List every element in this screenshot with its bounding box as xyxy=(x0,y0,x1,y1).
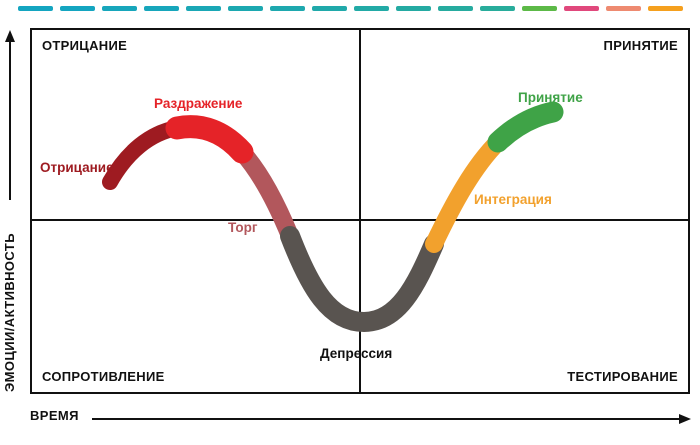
y-axis-arrow-icon xyxy=(5,30,15,200)
stage-label-anger: Раздражение xyxy=(154,96,243,111)
strip-dash xyxy=(563,6,599,11)
stage-label-bargaining: Торг xyxy=(228,220,258,235)
x-axis-label: ВРЕМЯ xyxy=(30,408,79,423)
stage-label-depression: Депрессия xyxy=(320,346,393,361)
strip-dash xyxy=(605,6,641,11)
change-curve xyxy=(102,101,564,333)
x-axis-arrow-icon xyxy=(92,414,691,424)
strip-dash xyxy=(647,6,683,11)
strip-dash xyxy=(311,6,347,11)
chart-frame: ОТРИЦАНИЕ ПРИНЯТИЕ СОПРОТИВЛЕНИЕ ТЕСТИРО… xyxy=(30,28,690,394)
y-axis-label: ЭМОЦИИ/АКТИВНОСТЬ xyxy=(2,233,17,392)
stage-label-integration: Интеграция xyxy=(474,192,552,207)
quadrant-label-testing: ТЕСТИРОВАНИЕ xyxy=(567,369,678,384)
strip-dash xyxy=(101,6,137,11)
stage-label-denial: Отрицание xyxy=(40,160,114,175)
vertical-divider-line xyxy=(359,30,361,392)
curve-segment-denial xyxy=(102,120,185,190)
strip-dash xyxy=(143,6,179,11)
quadrant-label-denial: ОТРИЦАНИЕ xyxy=(42,38,128,53)
strip-dash xyxy=(227,6,263,11)
horizontal-divider-line xyxy=(32,219,688,222)
strip-dash xyxy=(521,6,557,11)
strip-dash xyxy=(437,6,473,11)
curve-segment-anger xyxy=(165,115,254,164)
strip-dash xyxy=(479,6,515,11)
strip-dash xyxy=(17,6,53,11)
strip-dash xyxy=(59,6,95,11)
strip-dash xyxy=(269,6,305,11)
stage-label-acceptance: Принятие xyxy=(518,90,583,105)
curve-segment-integration xyxy=(425,133,507,253)
quadrant-label-resistance: СОПРОТИВЛЕНИЕ xyxy=(42,369,165,384)
strip-dash xyxy=(395,6,431,11)
strip-dash xyxy=(353,6,389,11)
decorative-dash-strip xyxy=(0,6,700,12)
curve-segment-depression xyxy=(280,226,444,333)
curve-segment-acceptance xyxy=(487,101,564,153)
quadrant-label-acceptance: ПРИНЯТИЕ xyxy=(603,38,678,53)
strip-dash xyxy=(185,6,221,11)
